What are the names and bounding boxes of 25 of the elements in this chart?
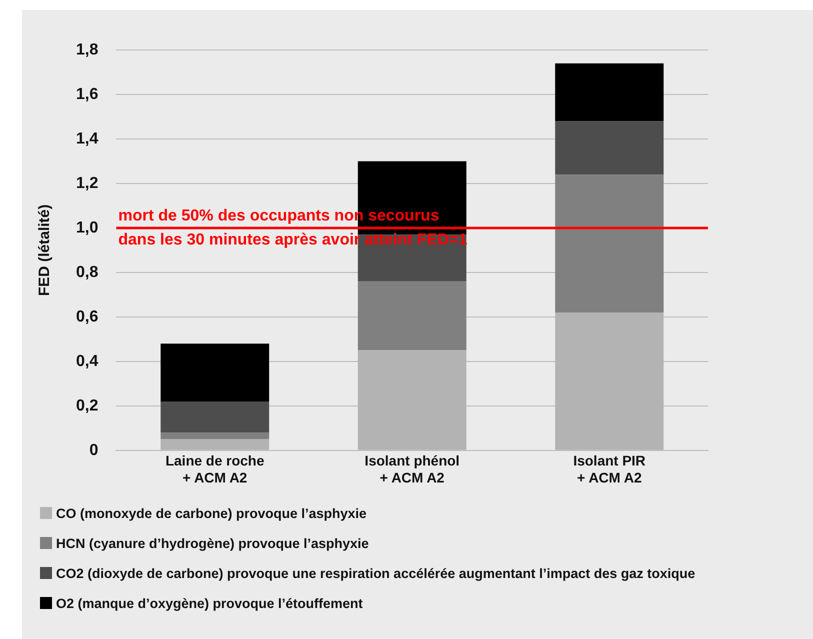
bar	[555, 121, 664, 175]
y-tick-label: 1,8	[76, 41, 98, 58]
x-tick-label: Laine de roche + ACM A2	[165, 452, 264, 486]
y-tick-label: 0,6	[76, 308, 98, 326]
bar	[358, 281, 466, 350]
legend-label: CO (monoxyde de carbone) provoque l’asphyxie	[56, 506, 367, 520]
y-tick-label: 1,2	[76, 174, 98, 192]
y-tick-label: 1,0	[76, 219, 98, 236]
y-tick-label: 0,2	[76, 397, 98, 414]
bar	[160, 401, 270, 433]
legend-label: HCN (cyanure d’hydrogène) provoque l’asphyxie	[56, 536, 369, 550]
bar	[555, 174, 664, 312]
y-tick-label: 1,4	[76, 130, 98, 148]
x-tick-label: Isolant PIR + ACM A2	[573, 452, 646, 486]
bar	[555, 63, 664, 122]
x-tick-label: Isolant phénol + ACM A2	[364, 452, 460, 486]
y-axis-title: FED (létalité)	[36, 204, 54, 296]
y-tick-label: 1,6	[76, 86, 98, 103]
y-tick-label: 0,4	[76, 352, 98, 370]
y-tick-label: 0	[89, 442, 98, 459]
legend-label: CO2 (dioxyde de carbone) provoque une respiration accélérée augmentant l’impact des gaz toxique	[56, 566, 696, 580]
y-tick-label: 0,8	[76, 264, 98, 281]
bar	[160, 344, 270, 402]
legend-label: O2 (manque d’oxygène) provoque l’étouffement	[56, 596, 363, 610]
bar	[160, 432, 270, 440]
